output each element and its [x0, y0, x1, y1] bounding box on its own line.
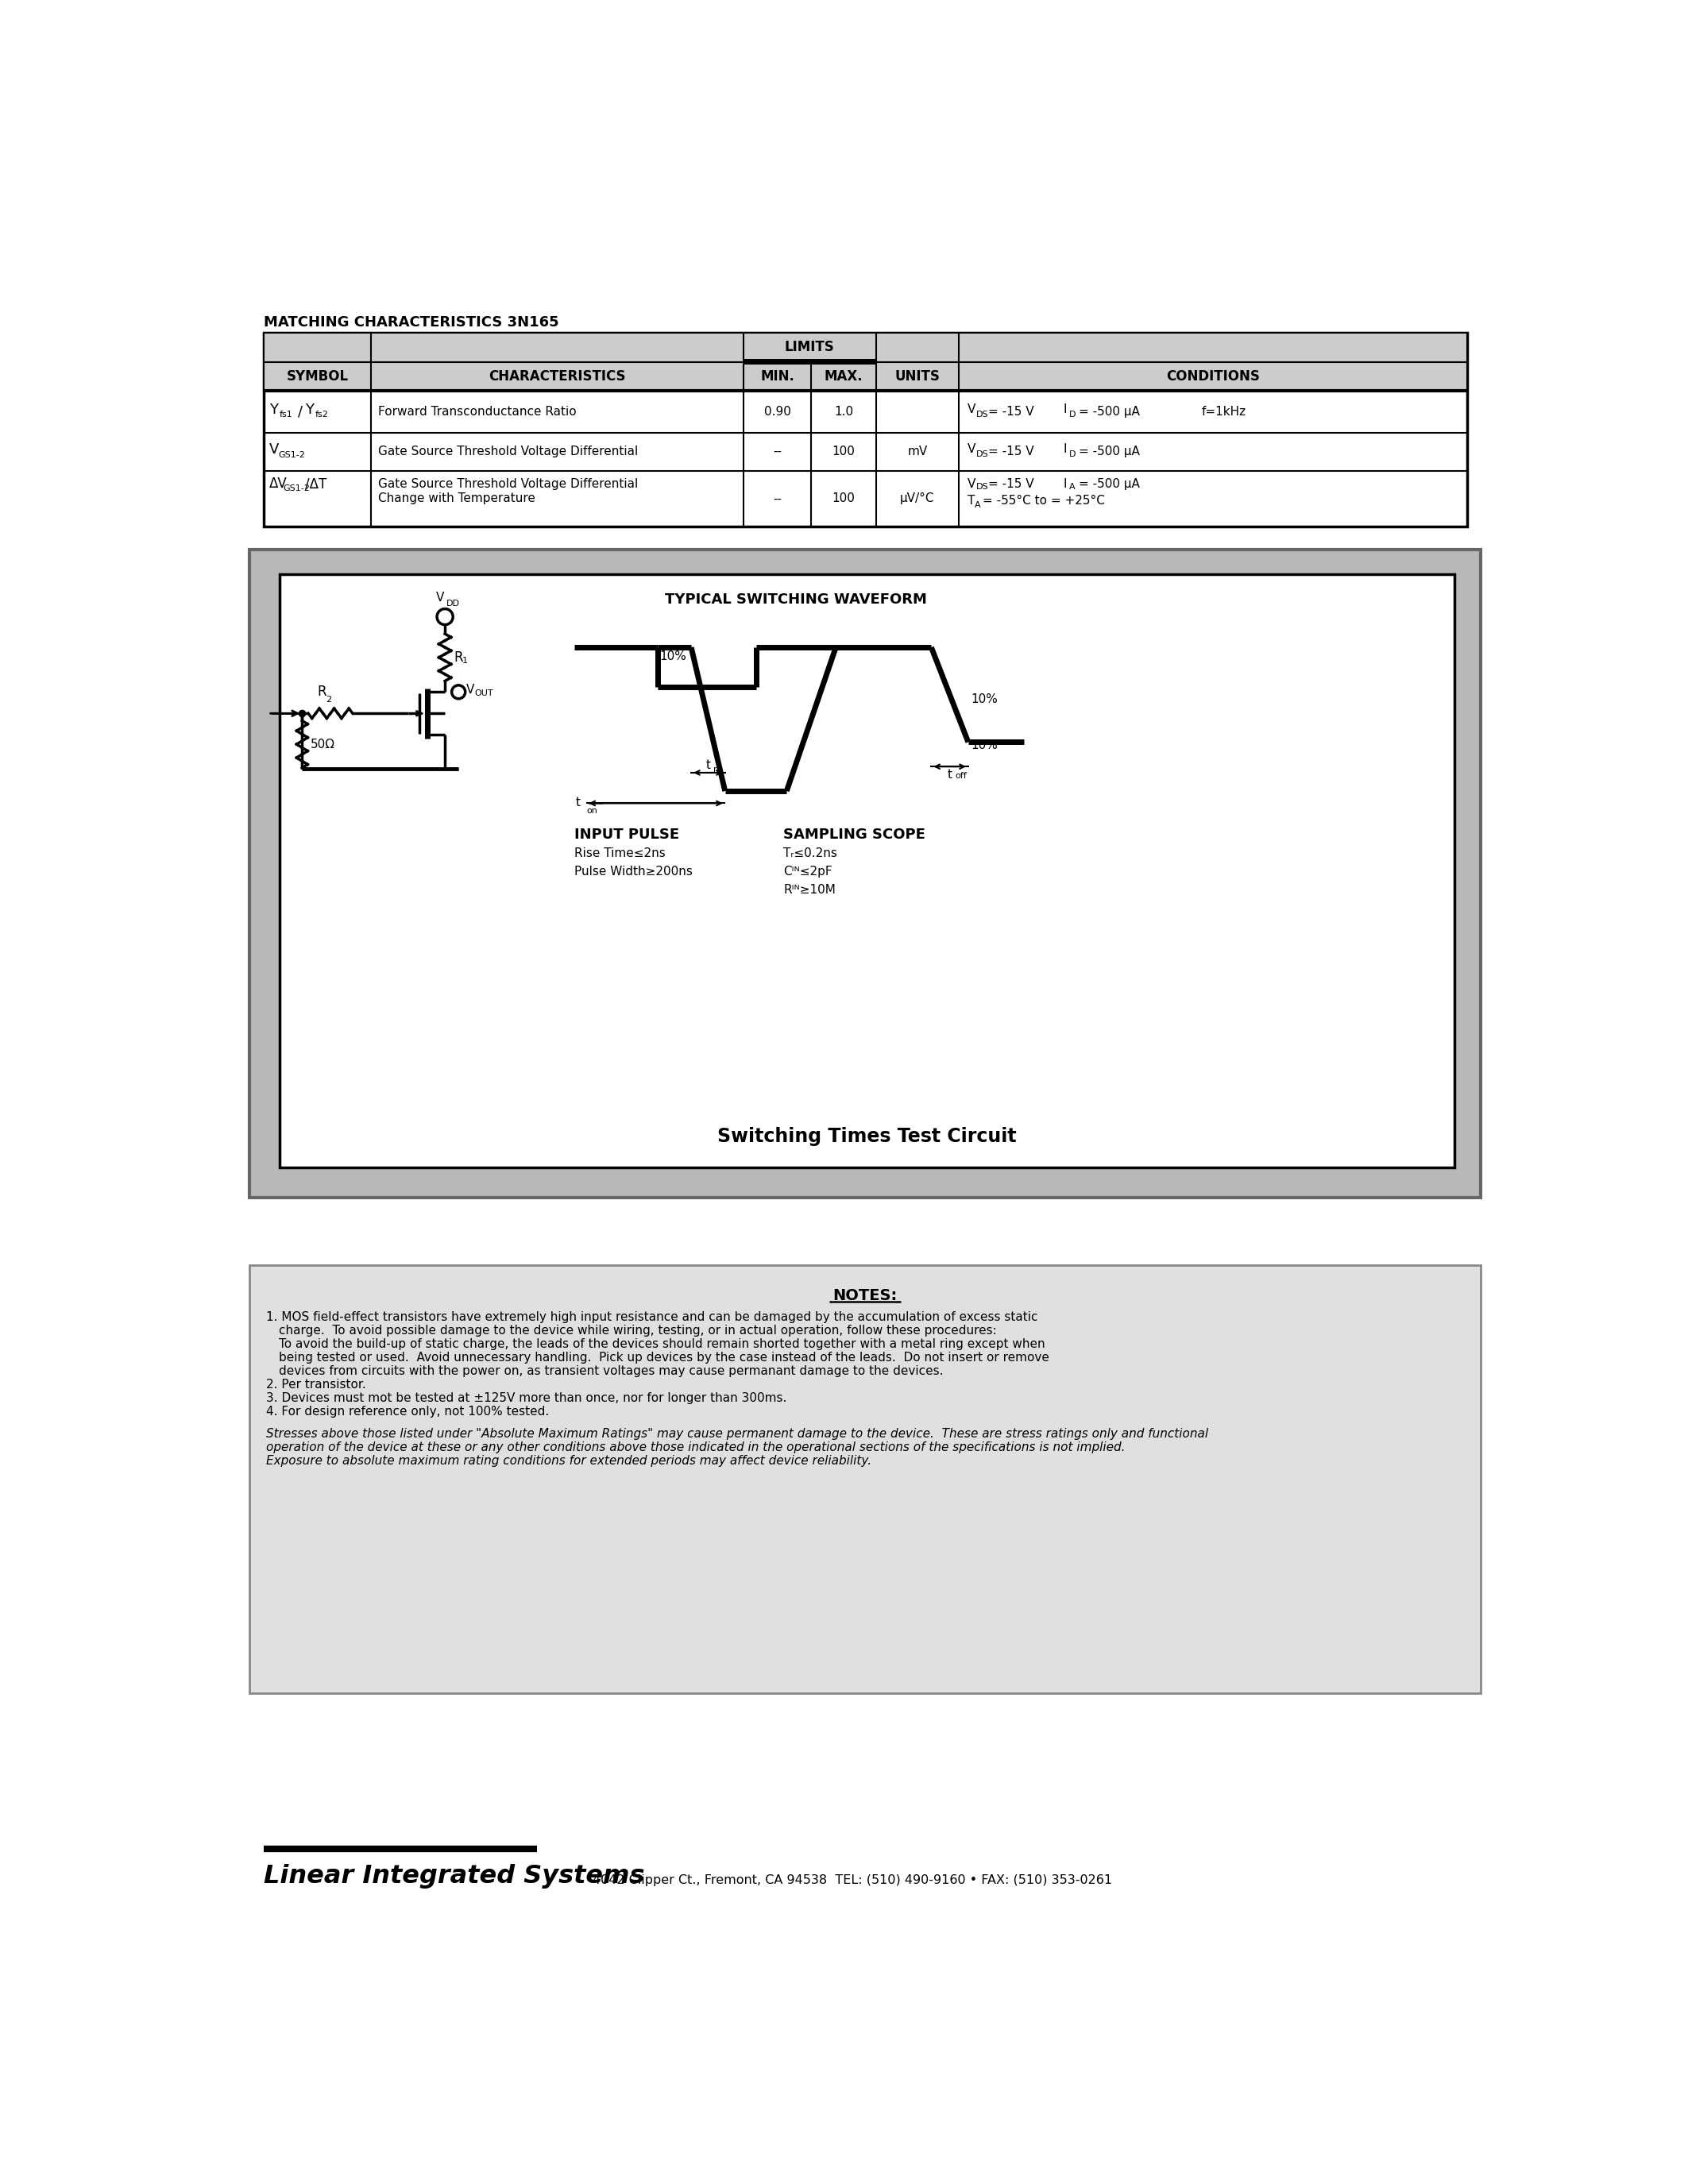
- Text: DS: DS: [976, 450, 989, 459]
- Text: t: t: [947, 769, 952, 780]
- Text: f=1kHz: f=1kHz: [1202, 406, 1246, 417]
- Text: mV: mV: [908, 446, 927, 459]
- Text: Rise Time≤2ns: Rise Time≤2ns: [574, 847, 665, 858]
- Text: R: R: [317, 684, 326, 699]
- Text: V: V: [436, 592, 444, 603]
- Text: Gate Source Threshold Voltage Differential: Gate Source Threshold Voltage Differenti…: [378, 446, 638, 459]
- Text: off: off: [955, 773, 967, 780]
- Text: V: V: [466, 684, 474, 695]
- Text: Y: Y: [306, 402, 314, 417]
- Text: = -15 V: = -15 V: [989, 478, 1035, 489]
- Text: 50Ω: 50Ω: [311, 738, 336, 751]
- Text: /: /: [297, 404, 302, 419]
- Text: ΔV: ΔV: [270, 476, 287, 491]
- Text: Stresses above those listed under "Absolute Maximum Ratings" may cause permanent: Stresses above those listed under "Absol…: [267, 1428, 1209, 1439]
- Text: = -500 μA: = -500 μA: [1079, 446, 1139, 459]
- Text: devices from circuits with the power on, as transient voltages may cause permana: devices from circuits with the power on,…: [279, 1365, 944, 1378]
- Text: I: I: [1063, 443, 1067, 454]
- Text: MATCHING CHARACTERISTICS 3N165: MATCHING CHARACTERISTICS 3N165: [263, 314, 559, 330]
- Bar: [250, 550, 1480, 1197]
- Text: 10%: 10%: [660, 651, 687, 662]
- Text: = -500 μA: = -500 μA: [1079, 478, 1139, 489]
- Text: V: V: [967, 443, 976, 454]
- Text: 100: 100: [832, 446, 856, 459]
- Text: MIN.: MIN.: [760, 369, 795, 384]
- Text: Pulse Width≥200ns: Pulse Width≥200ns: [574, 865, 692, 878]
- Text: Exposure to absolute maximum rating conditions for extended periods may affect d: Exposure to absolute maximum rating cond…: [267, 1455, 871, 1465]
- Text: 1: 1: [463, 657, 468, 666]
- Text: --: --: [773, 446, 782, 459]
- Text: t: t: [706, 760, 711, 771]
- Text: SYMBOL: SYMBOL: [287, 369, 348, 384]
- Text: I: I: [1063, 478, 1067, 489]
- Text: 100: 100: [832, 494, 856, 505]
- Text: 10%: 10%: [971, 692, 998, 705]
- Bar: [263, 363, 1467, 391]
- Bar: [280, 574, 1455, 1166]
- Text: R: R: [454, 651, 463, 664]
- Bar: [263, 332, 1467, 363]
- Text: CHARACTERISTICS: CHARACTERISTICS: [490, 369, 626, 384]
- Text: 2: 2: [326, 697, 331, 703]
- Text: t: t: [576, 797, 581, 808]
- Text: D: D: [1069, 450, 1075, 459]
- Text: NOTES:: NOTES:: [832, 1289, 896, 1304]
- Text: DS: DS: [976, 411, 989, 419]
- Text: charge.  To avoid possible damage to the device while wiring, testing, or in act: charge. To avoid possible damage to the …: [279, 1326, 996, 1337]
- Text: /ΔT: /ΔT: [306, 476, 327, 491]
- Text: V: V: [270, 441, 279, 456]
- Text: --: --: [773, 494, 782, 505]
- Text: V: V: [967, 478, 976, 489]
- Text: Linear Integrated Systems: Linear Integrated Systems: [263, 1865, 645, 1889]
- Text: 1. MOS field-effect transistors have extremely high input resistance and can be : 1. MOS field-effect transistors have ext…: [267, 1310, 1038, 1324]
- Text: V: V: [967, 404, 976, 415]
- Bar: [250, 1265, 1480, 1693]
- Text: being tested or used.  Avoid unnecessary handling.  Pick up devices by the case : being tested or used. Avoid unnecessary …: [279, 1352, 1050, 1363]
- Text: INPUT PULSE: INPUT PULSE: [574, 828, 679, 843]
- Text: fs2: fs2: [316, 411, 329, 419]
- Text: GS1-2: GS1-2: [279, 450, 306, 459]
- Text: DD: DD: [446, 601, 459, 607]
- Text: T: T: [967, 496, 976, 507]
- Text: fs1: fs1: [279, 411, 292, 419]
- Text: Switching Times Test Circuit: Switching Times Test Circuit: [717, 1127, 1016, 1147]
- Text: SAMPLING SCOPE: SAMPLING SCOPE: [783, 828, 925, 843]
- Text: = -15 V: = -15 V: [989, 446, 1035, 459]
- Text: Y: Y: [270, 402, 279, 417]
- Text: operation of the device at these or any other conditions above those indicated i: operation of the device at these or any …: [267, 1441, 1129, 1452]
- Text: = -500 μA: = -500 μA: [1079, 406, 1139, 417]
- Text: Cᴵᴺ≤2pF: Cᴵᴺ≤2pF: [783, 865, 832, 878]
- Text: = -55°C to = +25°C: = -55°C to = +25°C: [982, 496, 1106, 507]
- Text: Change with Temperature: Change with Temperature: [378, 494, 535, 505]
- Text: 10%: 10%: [971, 738, 998, 751]
- Text: D: D: [1069, 411, 1075, 419]
- Text: GS1-2: GS1-2: [284, 485, 311, 491]
- Text: = -15 V: = -15 V: [989, 406, 1035, 417]
- Text: 0.90: 0.90: [765, 406, 790, 417]
- Text: A: A: [1069, 483, 1075, 491]
- Text: LIMITS: LIMITS: [785, 341, 834, 354]
- Text: 1.0: 1.0: [834, 406, 852, 417]
- Text: To avoid the build-up of static charge, the leads of the devices should remain s: To avoid the build-up of static charge, …: [279, 1339, 1045, 1350]
- Text: 2. Per transistor.: 2. Per transistor.: [267, 1378, 366, 1391]
- Text: on: on: [586, 806, 598, 815]
- Text: UNITS: UNITS: [895, 369, 940, 384]
- Text: Gate Source Threshold Voltage Differential: Gate Source Threshold Voltage Differenti…: [378, 478, 638, 489]
- Text: DS: DS: [976, 483, 989, 491]
- Text: TYPICAL SWITCHING WAVEFORM: TYPICAL SWITCHING WAVEFORM: [665, 592, 927, 607]
- Text: OUT: OUT: [474, 690, 493, 697]
- Text: 4. For design reference only, not 100% tested.: 4. For design reference only, not 100% t…: [267, 1406, 549, 1417]
- Text: r: r: [714, 767, 717, 773]
- Text: I: I: [1063, 404, 1067, 415]
- Text: A: A: [976, 500, 981, 509]
- Text: Rᴵᴺ≥10M: Rᴵᴺ≥10M: [783, 885, 836, 895]
- Text: Forward Transconductance Ratio: Forward Transconductance Ratio: [378, 406, 577, 417]
- Text: 4042 Clipper Ct., Fremont, CA 94538  TEL: (510) 490-9160 • FAX: (510) 353-0261: 4042 Clipper Ct., Fremont, CA 94538 TEL:…: [592, 1874, 1112, 1887]
- Text: μV/°C: μV/°C: [900, 494, 935, 505]
- Text: 3. Devices must mot be tested at ±125V more than once, nor for longer than 300ms: 3. Devices must mot be tested at ±125V m…: [267, 1391, 787, 1404]
- Text: Tᵣ≤0.2ns: Tᵣ≤0.2ns: [783, 847, 837, 858]
- Bar: [263, 332, 1467, 526]
- Text: MAX.: MAX.: [824, 369, 863, 384]
- Text: CONDITIONS: CONDITIONS: [1166, 369, 1259, 384]
